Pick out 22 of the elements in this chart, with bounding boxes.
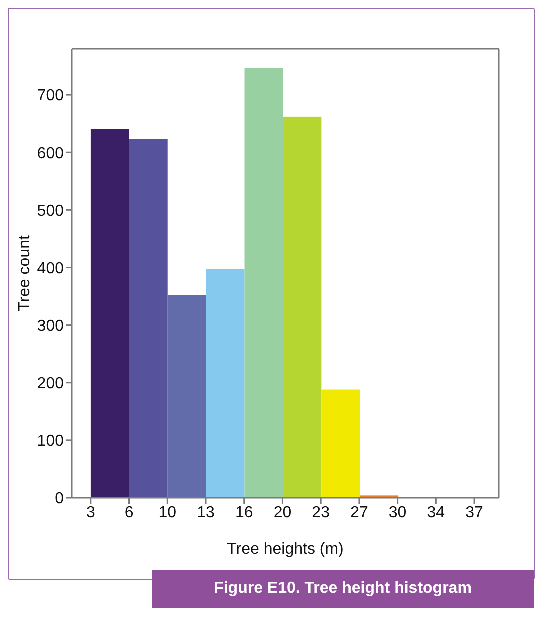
x-tick-label: 37 (466, 504, 484, 522)
x-tick-label: 10 (158, 504, 177, 522)
x-tick-label: 3 (86, 504, 96, 522)
y-tick-label: 700 (37, 88, 64, 105)
y-tick-label: 600 (37, 145, 64, 162)
x-tick-label: 34 (427, 504, 446, 522)
y-tick-label: 300 (37, 318, 64, 335)
x-tick-label: 16 (235, 504, 254, 522)
x-tick-label: 30 (388, 504, 407, 522)
x-tick-label: 27 (350, 504, 368, 522)
x-tick-label: 13 (197, 504, 215, 522)
x-tick-label: 6 (124, 504, 134, 522)
x-tick-label: 23 (312, 504, 330, 522)
y-tick-label: 0 (55, 490, 64, 508)
y-tick-label: 200 (37, 376, 64, 393)
x-axis-title: Tree heights (m) (227, 541, 344, 558)
y-tick-label: 100 (37, 433, 64, 450)
text: Figure E10. Tree height histogram (152, 570, 534, 608)
y-axis-title: Tree count (16, 235, 34, 312)
y-tick-label: 500 (37, 202, 64, 220)
y-tick-label: 400 (37, 260, 64, 278)
x-tick-label: 20 (274, 504, 292, 522)
